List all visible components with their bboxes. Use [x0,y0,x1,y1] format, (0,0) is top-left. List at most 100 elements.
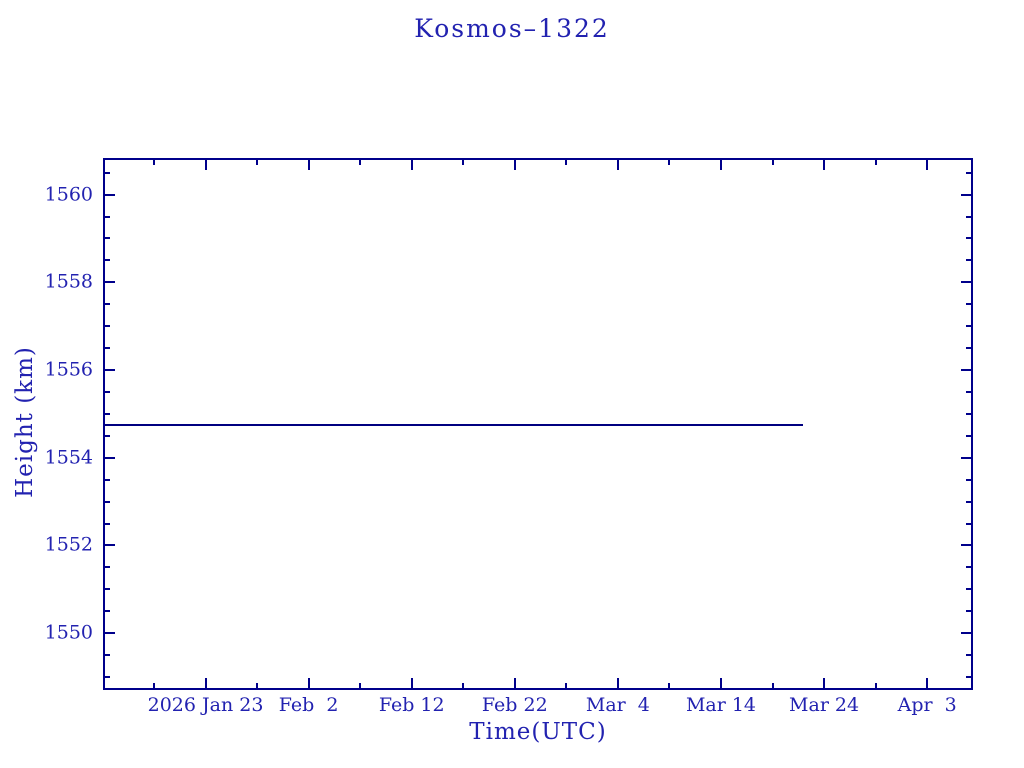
y-major-tick [105,456,115,459]
chart-title: Kosmos–1322 [414,14,610,43]
x-minor-tick [256,160,259,165]
y-minor-tick [105,522,110,525]
y-minor-tick [966,566,971,569]
y-major-tick [105,193,115,196]
y-minor-tick [966,215,971,218]
x-axis-title: Time(UTC) [469,719,607,745]
y-minor-tick [966,588,971,591]
x-major-tick [204,678,207,688]
y-minor-tick [966,390,971,393]
x-tick-label: Mar 24 [789,694,860,716]
x-minor-tick [771,160,774,165]
x-minor-tick [462,160,465,165]
y-major-tick [961,281,971,284]
x-major-tick [204,160,207,170]
x-major-tick [926,678,929,688]
x-minor-tick [359,160,362,165]
y-minor-tick [966,259,971,262]
y-tick-label: 1554 [44,446,93,469]
x-tick-label: Feb 2 [278,694,339,716]
y-tick-label: 1560 [44,183,93,206]
y-tick-labels: 1550 1552 1554 1556 1558 1560 [0,160,93,688]
y-minor-tick [105,610,110,613]
x-major-tick [616,160,619,170]
y-minor-tick [105,434,110,437]
y-minor-tick [105,237,110,240]
x-minor-tick [771,683,774,688]
x-minor-tick [152,160,155,165]
x-major-tick [926,160,929,170]
y-minor-tick [966,522,971,525]
y-major-tick [961,632,971,635]
x-minor-tick [668,683,671,688]
x-tick-label: 2026 Jan 23 [147,694,264,716]
x-major-tick [719,678,722,688]
x-major-tick [616,678,619,688]
y-minor-tick [105,478,110,481]
x-minor-tick [874,160,877,165]
x-minor-tick [565,160,568,165]
y-tick-label: 1552 [44,534,93,557]
y-minor-tick [105,325,110,328]
x-tick-label: Apr 3 [897,694,957,716]
y-major-tick [961,456,971,459]
y-minor-tick [105,500,110,503]
y-minor-tick [105,676,110,679]
y-minor-tick [966,171,971,174]
y-minor-tick [105,259,110,262]
x-major-tick [823,160,826,170]
x-major-tick [719,160,722,170]
y-minor-tick [966,478,971,481]
y-minor-tick [105,171,110,174]
y-tick-label: 1558 [44,270,93,293]
y-major-tick [105,281,115,284]
y-major-tick [961,544,971,547]
x-minor-tick [152,683,155,688]
x-tick-label: Mar 4 [585,694,650,716]
y-minor-tick [966,412,971,415]
y-minor-tick [105,566,110,569]
x-tick-label: Feb 22 [481,694,548,716]
x-tick-label: Feb 12 [378,694,445,716]
y-minor-tick [966,654,971,657]
y-major-tick [961,369,971,372]
x-major-tick [823,678,826,688]
x-major-tick [307,160,310,170]
x-minor-tick [359,683,362,688]
x-major-tick [410,160,413,170]
x-minor-tick [565,683,568,688]
y-minor-tick [966,500,971,503]
x-major-tick [307,678,310,688]
y-minor-tick [105,347,110,350]
y-minor-tick [105,412,110,415]
x-minor-tick [668,160,671,165]
y-minor-tick [966,347,971,350]
y-major-tick [105,369,115,372]
y-minor-tick [966,434,971,437]
y-major-tick [961,193,971,196]
x-minor-tick [462,683,465,688]
y-minor-tick [966,303,971,306]
y-minor-tick [105,390,110,393]
y-minor-tick [966,325,971,328]
y-minor-tick [105,654,110,657]
y-minor-tick [105,215,110,218]
y-minor-tick [966,237,971,240]
x-minor-tick [256,683,259,688]
x-tick-label: Mar 14 [685,694,757,716]
x-major-tick [513,678,516,688]
plot-frame [103,158,973,690]
y-tick-label: 1550 [44,621,93,644]
y-minor-tick [105,303,110,306]
y-major-tick [105,632,115,635]
y-minor-tick [966,676,971,679]
y-minor-tick [966,610,971,613]
height-data-line [105,423,804,426]
x-major-tick [410,678,413,688]
y-minor-tick [105,588,110,591]
y-tick-label: 1556 [44,358,93,381]
x-tick-labels: 2026 Jan 23 Feb 2 Feb 12 Feb 22 Mar 4 Mar 14 M… [105,694,971,720]
x-major-tick [513,160,516,170]
y-major-tick [105,544,115,547]
x-minor-tick [874,683,877,688]
